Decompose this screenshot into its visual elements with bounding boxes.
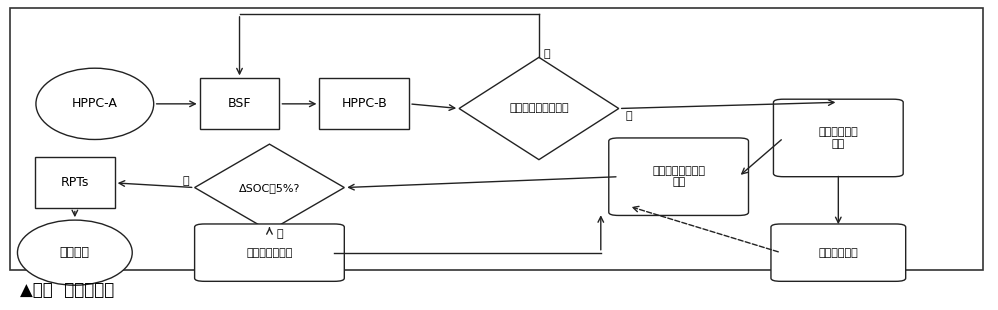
FancyBboxPatch shape [770, 224, 905, 281]
Text: 操作設定點穩定度
分析: 操作設定點穩定度 分析 [652, 166, 706, 188]
Bar [35, 157, 115, 209]
FancyBboxPatch shape [195, 224, 344, 281]
Ellipse shape [18, 220, 132, 285]
Text: ▲圖二  實驗流程圖: ▲圖二 實驗流程圖 [20, 281, 114, 299]
Polygon shape [459, 57, 619, 160]
Text: HPPC-A: HPPC-A [72, 97, 118, 110]
Text: 循環測試: 循環測試 [60, 246, 90, 259]
Bar [10, 8, 983, 270]
Text: HPPC-B: HPPC-B [341, 97, 387, 110]
Bar [319, 78, 409, 130]
Polygon shape [195, 144, 344, 231]
Text: 是: 是 [183, 176, 190, 186]
Text: 確認熱穩定性: 確認熱穩定性 [818, 248, 858, 258]
Text: 是: 是 [626, 111, 632, 121]
Text: 建立循環測試
程序: 建立循環測試 程序 [818, 127, 858, 149]
Ellipse shape [36, 68, 154, 140]
Text: 否: 否 [276, 229, 282, 239]
Text: 調整充放電程序: 調整充放電程序 [247, 248, 292, 258]
FancyBboxPatch shape [773, 99, 903, 177]
Text: 性能裕度合乎需求？: 性能裕度合乎需求？ [509, 104, 569, 113]
Text: ΔSOC＜5%?: ΔSOC＜5%? [239, 183, 300, 193]
FancyBboxPatch shape [609, 138, 748, 215]
Text: RPTs: RPTs [61, 176, 89, 189]
Text: BSF: BSF [228, 97, 251, 110]
Bar [200, 78, 279, 130]
Text: 否: 否 [544, 49, 550, 59]
